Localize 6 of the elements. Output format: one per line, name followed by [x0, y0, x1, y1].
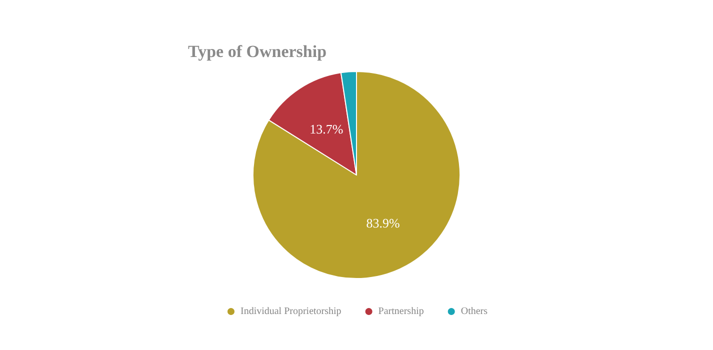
chart-title: Type of Ownership: [188, 42, 327, 61]
data-label: 13.7%: [310, 122, 344, 137]
legend-label: Others: [460, 306, 488, 317]
data-label: 83.9%: [366, 215, 400, 230]
legend-label: Individual Proprietorship: [240, 306, 342, 317]
legend-label: Partnership: [378, 306, 424, 317]
